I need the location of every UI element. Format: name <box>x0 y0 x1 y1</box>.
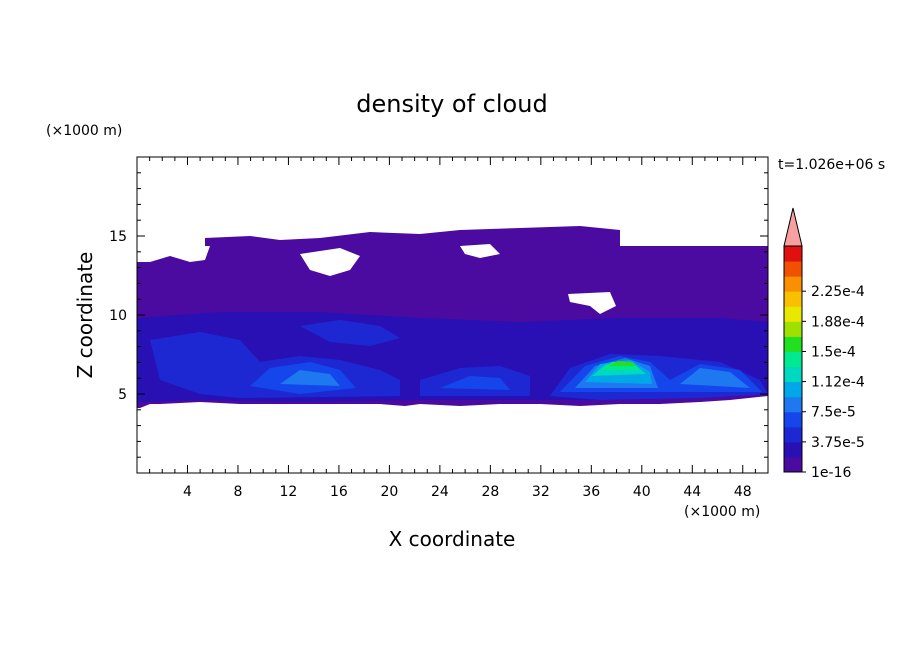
colorbar-frame <box>783 245 803 473</box>
colorbar-label: 1.5e-4 <box>811 344 856 360</box>
x-tick-label: 20 <box>380 484 398 500</box>
cloud-gap <box>568 292 616 314</box>
x-tick-label: 44 <box>683 484 701 500</box>
cloud-level-3 <box>300 320 400 346</box>
z-unit-label: (×1000 m) <box>46 123 122 139</box>
cloud-level-4 <box>440 376 510 390</box>
x-axis-ticks: 4 8 12 16 20 24 28 32 36 40 44 48 <box>149 157 756 500</box>
colorbar-label: 1.12e-4 <box>811 375 865 391</box>
colorbar-swatch <box>784 291 802 307</box>
x-unit-label: (×1000 m) <box>684 504 760 520</box>
cloud-field <box>137 226 768 408</box>
colorbar-swatch <box>784 426 802 443</box>
x-tick-label: 16 <box>330 484 348 500</box>
x-tick-label: 12 <box>280 484 298 500</box>
x-tick-label: 8 <box>233 484 242 500</box>
colorbar-swatch <box>784 456 802 473</box>
colorbar-swatch <box>784 306 802 322</box>
colorbar-extend-arrow <box>783 207 803 247</box>
x-tick-label: 28 <box>481 484 499 500</box>
colorbar-label: 1.88e-4 <box>811 314 865 330</box>
colorbar-swatch <box>784 276 802 292</box>
cloud-gap <box>137 246 210 262</box>
x-tick-label: 24 <box>431 484 449 500</box>
y-tick-label: 5 <box>118 387 127 403</box>
cloud-level-5 <box>280 370 340 386</box>
colorbar-swatch <box>784 396 802 413</box>
colorbar-label: 1e-16 <box>811 465 851 481</box>
y-axis-label: Z coordinate <box>73 252 97 379</box>
y-axis-ticks: 5 10 15 <box>109 172 768 458</box>
colorbar-swatch <box>784 411 802 428</box>
colorbar-swatch <box>784 261 802 277</box>
cloud-gap <box>460 244 500 258</box>
x-tick-label: 48 <box>734 484 752 500</box>
y-tick-label: 15 <box>109 229 127 245</box>
colorbar-label: 2.25e-4 <box>811 284 865 300</box>
colorbar-swatch <box>784 366 802 383</box>
time-label: t=1.026e+06 s <box>778 157 885 173</box>
colorbar: 1e-16 3.75e-5 7.5e-5 1.12e-4 1.5e-4 1.88e-4 2.… <box>783 207 865 481</box>
y-tick-label: 10 <box>109 308 127 324</box>
x-tick-label: 36 <box>582 484 600 500</box>
colorbar-swatch <box>784 321 802 337</box>
x-tick-label: 40 <box>633 484 651 500</box>
cloud-level-5 <box>680 368 750 388</box>
chart-title: density of cloud <box>356 90 547 118</box>
cloud-gap <box>300 248 360 276</box>
colorbar-swatch <box>784 381 802 398</box>
x-tick-label: 4 <box>183 484 192 500</box>
x-axis-label: X coordinate <box>389 527 516 551</box>
colorbar-swatch <box>784 336 802 352</box>
colorbar-swatch <box>784 351 802 368</box>
colorbar-label: 3.75e-5 <box>811 435 865 451</box>
colorbar-swatch <box>784 246 802 262</box>
colorbar-label: 7.5e-5 <box>811 405 856 421</box>
colorbar-swatch <box>784 441 802 458</box>
x-tick-label: 32 <box>532 484 550 500</box>
cloud-level-9 <box>608 361 636 366</box>
